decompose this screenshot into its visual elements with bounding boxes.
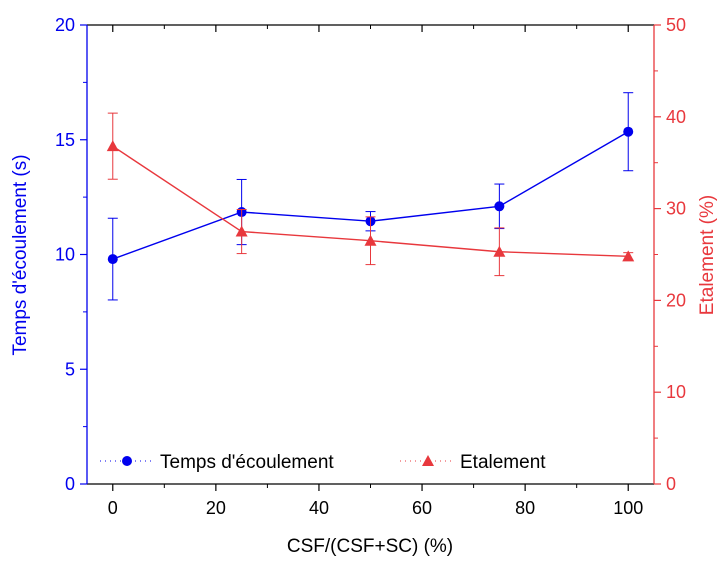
y-right-tick-label: 0 — [666, 474, 676, 494]
y-right-tick-label: 10 — [666, 382, 686, 402]
x-tick-label: 100 — [613, 498, 643, 518]
y-axis-right-label: Etalement (%) — [697, 195, 718, 315]
data-point — [106, 140, 119, 152]
legend-label-0: Temps d'écoulement — [160, 452, 334, 473]
series-layer — [106, 92, 635, 301]
y-right-tick-label: 20 — [666, 290, 686, 310]
y-left-tick-label: 20 — [55, 15, 75, 35]
y-left-tick-label: 0 — [65, 474, 75, 494]
x-tick-label: 40 — [309, 498, 329, 518]
data-point — [235, 225, 248, 237]
y-right-tick-label: 30 — [666, 199, 686, 219]
y-right-tick-label: 50 — [666, 15, 686, 35]
legend-marker-0 — [122, 456, 132, 466]
data-point — [493, 245, 506, 257]
y-left-tick-label: 10 — [55, 245, 75, 265]
y-left-tick-label: 5 — [65, 359, 75, 379]
x-tick-label: 0 — [108, 498, 118, 518]
data-point — [364, 234, 377, 246]
x-tick-label: 60 — [412, 498, 432, 518]
data-point — [107, 254, 118, 265]
data-point — [623, 126, 634, 137]
data-point — [494, 201, 505, 212]
axes: 0 20 40 60 80 100 0 5 10 15 20 0 10 20 30 40 50 — [55, 15, 686, 518]
legend: Temps d'écoulement Etalement — [100, 452, 546, 473]
y-axis-left-label: Temps d'écoulement (s) — [10, 154, 31, 355]
data-point — [622, 250, 635, 262]
x-tick-label: 80 — [515, 498, 535, 518]
legend-marker-1 — [422, 455, 434, 466]
x-axis-label: CSF/(CSF+SC) (%) — [287, 536, 453, 557]
x-tick-label: 20 — [206, 498, 226, 518]
y-left-tick-label: 15 — [55, 130, 75, 150]
legend-label-1: Etalement — [460, 452, 546, 473]
y-right-tick-label: 40 — [666, 107, 686, 127]
